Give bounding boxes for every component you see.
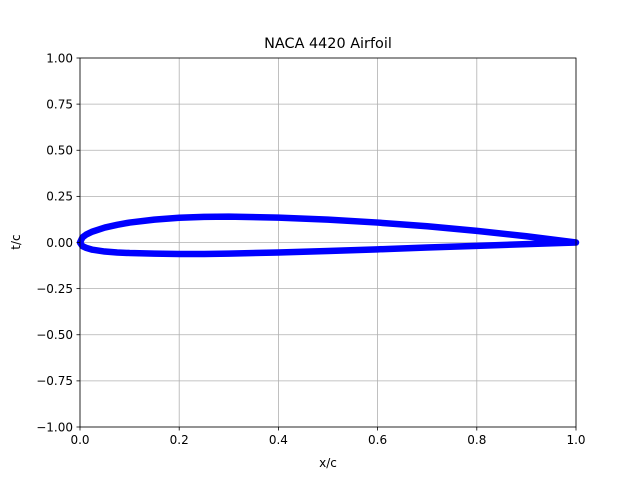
y-tick-label: 0.50 (46, 144, 73, 158)
y-axis-label: t/c (9, 234, 23, 249)
x-tick-label: 0.4 (269, 433, 288, 447)
y-tick-label: 0.00 (46, 236, 73, 250)
y-tick-label: −0.25 (36, 282, 73, 296)
x-tick-label: 1.0 (566, 433, 585, 447)
plot-area: 0.0 0.2 0.4 0.6 0.8 1.0 1.00 0.75 0.50 0.25 0.00 −0… (36, 51, 585, 447)
y-tick-label: 1.00 (46, 51, 73, 65)
y-tick-label: −0.50 (36, 328, 73, 342)
y-tick-label: −0.75 (36, 374, 73, 388)
x-tick-label: 0.2 (170, 433, 189, 447)
x-tick-label: 0.0 (70, 433, 89, 447)
x-axis-label: x/c (319, 456, 337, 470)
x-tick-label: 0.8 (467, 433, 486, 447)
y-tick-label: 0.75 (46, 97, 73, 111)
y-tick-label: −1.00 (36, 420, 73, 434)
x-tick-label: 0.6 (368, 433, 387, 447)
y-tick-label: 0.25 (46, 190, 73, 204)
chart-title: NACA 4420 Airfoil (264, 36, 392, 52)
